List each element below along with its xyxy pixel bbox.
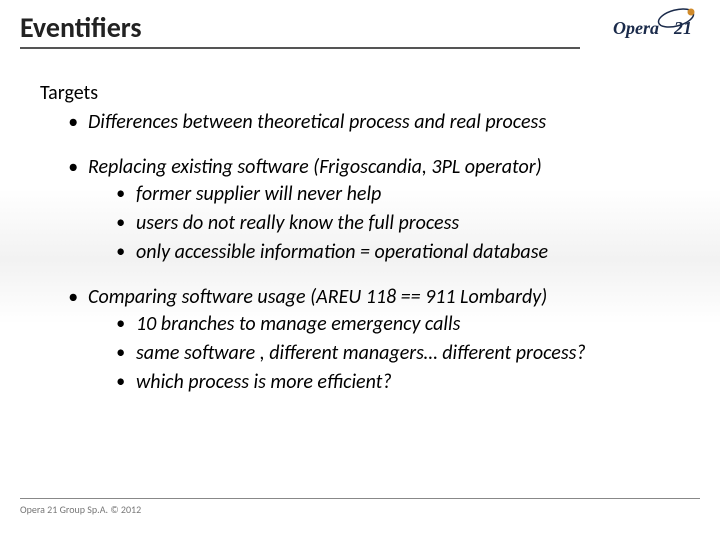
list-item: Comparing software usage (AREU 118 == 91… <box>68 284 670 396</box>
bullet-text: Differences between theoretical process … <box>88 110 546 134</box>
list-item: Differences between theoretical process … <box>68 109 670 136</box>
bullet-text: Replacing existing software (Frigoscandi… <box>88 155 542 179</box>
list-item: users do not really know the full proces… <box>116 210 670 237</box>
list-item: only accessible information = operationa… <box>116 239 670 266</box>
bullet-text: which process is more efficient? <box>136 370 392 394</box>
slide-title: Eventifiers <box>20 10 580 49</box>
bullet-text: only accessible information = operationa… <box>136 240 548 264</box>
opera21-logo-icon: Opera 21 <box>598 6 708 42</box>
list-item: former supplier will never help <box>116 181 670 208</box>
slide: Eventifiers Opera 21 Targets Differences… <box>0 0 720 540</box>
footer: Opera 21 Group Sp.A. © 2012 <box>20 498 700 516</box>
bullet-text: users do not really know the full proces… <box>136 211 459 235</box>
sub-list: 10 branches to manage emergency calls sa… <box>116 311 670 396</box>
bullet-group-3: Comparing software usage (AREU 118 == 91… <box>68 284 670 396</box>
bullet-group-2: Replacing existing software (Frigoscandi… <box>68 154 670 266</box>
bullet-text: former supplier will never help <box>136 182 381 206</box>
svg-text:Opera: Opera <box>613 18 659 38</box>
svg-text:21: 21 <box>673 18 692 38</box>
content-area: Targets Differences between theoretical … <box>40 80 670 414</box>
logo: Opera 21 <box>598 6 708 42</box>
bullet-text: 10 branches to manage emergency calls <box>136 312 460 336</box>
list-item: which process is more efficient? <box>116 369 670 396</box>
bullet-text: Comparing software usage (AREU 118 == 91… <box>88 285 547 309</box>
subheading: Targets <box>40 80 670 107</box>
list-item: 10 branches to manage emergency calls <box>116 311 670 338</box>
bullet-text: same software , different managers… diff… <box>136 341 586 365</box>
list-item: same software , different managers… diff… <box>116 340 670 367</box>
bullet-group-1: Differences between theoretical process … <box>68 109 670 136</box>
list-item: Replacing existing software (Frigoscandi… <box>68 154 670 266</box>
footer-text: Opera 21 Group Sp.A. © 2012 <box>20 503 141 516</box>
sub-list: former supplier will never help users do… <box>116 181 670 266</box>
